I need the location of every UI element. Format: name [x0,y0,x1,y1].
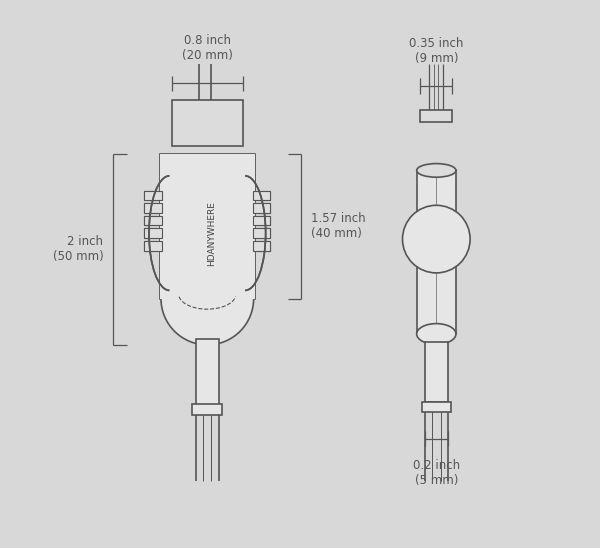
Bar [145,191,162,201]
Ellipse shape [416,324,456,344]
Bar [425,342,448,402]
Text: 2 inch
(50 mm): 2 inch (50 mm) [53,236,103,264]
Bar [253,216,270,225]
Text: 0.2 inch
(5 mm): 0.2 inch (5 mm) [413,459,460,487]
Bar [145,216,162,225]
Bar [160,154,255,299]
Bar [145,203,162,213]
Bar [253,191,270,201]
Bar [421,111,452,122]
Bar [196,339,219,405]
Bar [145,241,162,250]
Bar [172,100,243,146]
Bar [145,228,162,238]
Circle shape [161,252,254,345]
Bar [145,241,162,250]
Bar [145,203,162,213]
Ellipse shape [416,164,456,177]
Bar [416,170,456,334]
Bar [145,216,162,225]
Bar [160,154,255,299]
Text: 0.8 inch
(20 mm): 0.8 inch (20 mm) [182,35,233,62]
Bar [253,203,270,213]
Bar [253,241,270,250]
Circle shape [403,206,470,273]
Text: 0.35 inch
(9 mm): 0.35 inch (9 mm) [409,37,463,65]
Bar [145,191,162,201]
Bar [253,216,270,225]
Bar [193,404,223,415]
Bar [253,241,270,250]
Text: HDANYWHERE: HDANYWHERE [207,201,216,266]
Bar [422,402,451,412]
Text: 1.57 inch
(40 mm): 1.57 inch (40 mm) [311,212,366,240]
Bar [145,228,162,238]
Bar [253,228,270,238]
Bar [253,191,270,201]
Bar [253,228,270,238]
Bar [253,203,270,213]
